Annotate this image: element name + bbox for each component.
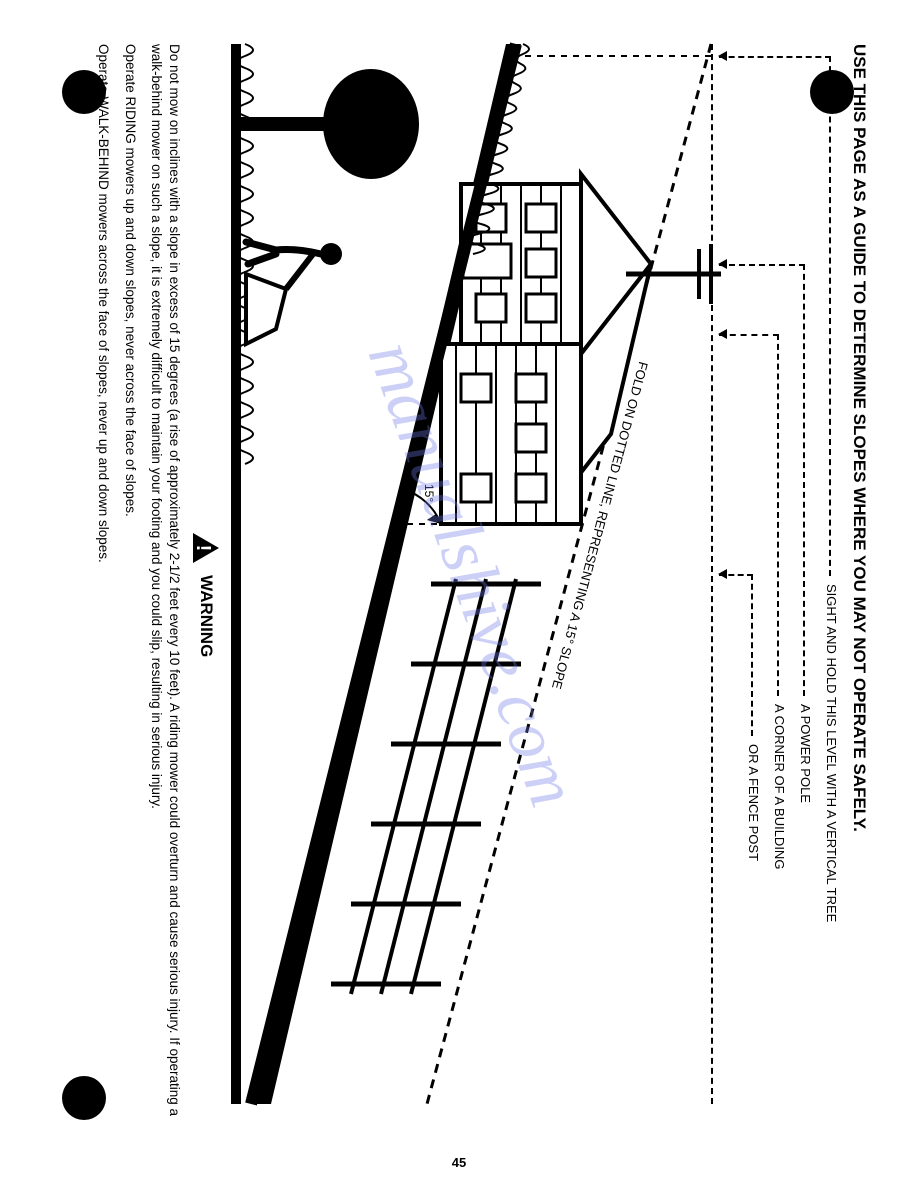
svg-text:!: ! xyxy=(192,544,214,551)
reference-label: A POWER POLE xyxy=(798,704,813,803)
warning-line-walkbehind: Operate WALK-BEHIND mowers across the fa… xyxy=(94,44,112,1144)
warning-icon: ! xyxy=(191,531,221,565)
reference-label: A CORNER OF A BUILDING xyxy=(772,704,787,869)
binder-hole-icon xyxy=(62,70,106,114)
reference-label: SIGHT AND HOLD THIS LEVEL WITH A VERTICA… xyxy=(824,584,839,922)
diagram-svg xyxy=(231,44,711,1104)
slope-diagram: FOLD ON DOTTED LINE, REPRESENTING A 15° … xyxy=(233,44,713,1104)
warning-section: ! WARNING Do not mow on inclines with a … xyxy=(94,44,221,1144)
page-title: USE THIS PAGE AS A GUIDE TO DETERMINE SL… xyxy=(849,44,869,1144)
reference-label: OR A FENCE POST xyxy=(746,744,761,861)
warning-line-riding: Operate RIDING mowers up and down slopes… xyxy=(120,44,138,1144)
arrow-down-icon xyxy=(718,259,727,269)
binder-hole-icon xyxy=(810,70,854,114)
reference-lines: SIGHT AND HOLD THIS LEVEL WITH A VERTICA… xyxy=(719,44,839,1144)
page-number: 45 xyxy=(452,1155,466,1170)
warning-paragraph: Do not mow on inclines with a slope in e… xyxy=(147,44,183,1144)
angle-label: 15° xyxy=(422,484,436,502)
reference-line xyxy=(719,574,753,736)
warning-title: WARNING xyxy=(196,575,216,657)
arrow-down-icon xyxy=(718,51,727,61)
arrow-down-icon xyxy=(718,329,727,339)
binder-hole-icon xyxy=(62,1076,106,1120)
page-rotated-content: USE THIS PAGE AS A GUIDE TO DETERMINE SL… xyxy=(49,44,869,1144)
arrow-down-icon xyxy=(718,569,727,579)
